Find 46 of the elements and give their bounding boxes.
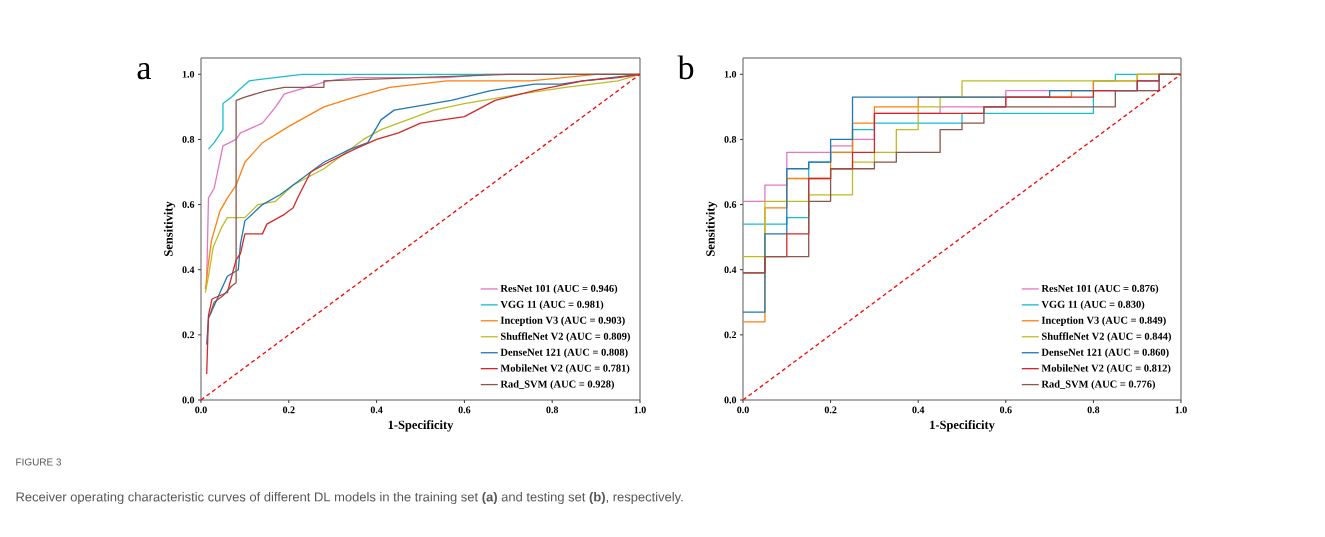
y-tick-label: 1.0: [182, 70, 195, 78]
caption: FIGURE 3: [16, 458, 62, 466]
x-axis-title: 1-Specificity: [388, 420, 454, 432]
chart-title: b: [677, 55, 694, 80]
y-tick-label: 0.2: [724, 331, 737, 339]
x-axis-title: 1-Specificity: [930, 420, 995, 432]
legend-label: ShuffleNet V2 (AUC = 0.809): [500, 332, 630, 342]
x-tick-label: 0.8: [546, 406, 559, 414]
x-tick-label: 0.0: [195, 406, 207, 414]
legend-label: ResNet 101 (AUC = 0.946): [500, 284, 618, 295]
x-tick-label: 0.2: [282, 406, 295, 414]
x-tick-label: 0.4: [370, 406, 383, 414]
legend-label: DenseNet 121 (AUC = 0.808): [500, 348, 628, 358]
y-tick-label: 0.4: [724, 266, 737, 274]
x-tick-label: 0.4: [912, 406, 925, 414]
x-tick-label: 0.2: [824, 406, 837, 414]
legend-label: Inception V3 (AUC = 0.903): [500, 316, 625, 326]
x-tick-label: 1.0: [1175, 406, 1187, 414]
legend-label: VGG 11 (AUC = 0.830): [1041, 300, 1145, 310]
y-tick-label: 0.0: [724, 396, 737, 404]
legend-label: DenseNet 121 (AUC = 0.860): [1041, 348, 1169, 358]
legend-label: ResNet 101 (AUC = 0.876): [1041, 284, 1159, 295]
y-tick-label: 0.2: [182, 331, 195, 339]
legend-label: VGG 11 (AUC = 0.981): [500, 300, 604, 310]
x-tick-label: 0.6: [458, 406, 471, 414]
chart-title: a: [137, 63, 151, 80]
legend-label: Rad_SVM (AUC = 0.928): [500, 380, 614, 390]
x-tick-label: 1.0: [634, 406, 646, 414]
y-tick-label: 0.0: [182, 396, 195, 404]
legend-label: MobileNet V2 (AUC = 0.781): [500, 364, 630, 374]
y-tick-label: 0.8: [182, 136, 195, 143]
y-axis-title: Sensitivity: [163, 201, 176, 257]
y-tick-label: 0.6: [182, 201, 195, 208]
legend-label: MobileNet V2 (AUC = 0.812): [1041, 364, 1171, 374]
text: Receiver operating characteristic curves of different DL models in the training set (a) and testing set (b), respectively.: [16, 491, 683, 505]
x-tick-label: 0.0: [737, 406, 749, 414]
x-tick-label: 0.8: [1087, 406, 1100, 414]
y-axis-title: Sensitivity: [705, 201, 718, 257]
legend-label: Inception V3 (AUC = 0.849): [1041, 316, 1166, 326]
y-tick-label: 0.6: [724, 201, 737, 208]
y-tick-label: 1.0: [724, 70, 737, 78]
y-tick-label: 0.4: [182, 266, 195, 274]
legend-label: ShuffleNet V2 (AUC = 0.844): [1041, 332, 1171, 342]
legend-label: Rad_SVM (AUC = 0.776): [1041, 380, 1155, 390]
x-tick-label: 0.6: [999, 406, 1012, 414]
y-tick-label: 0.8: [724, 136, 737, 143]
